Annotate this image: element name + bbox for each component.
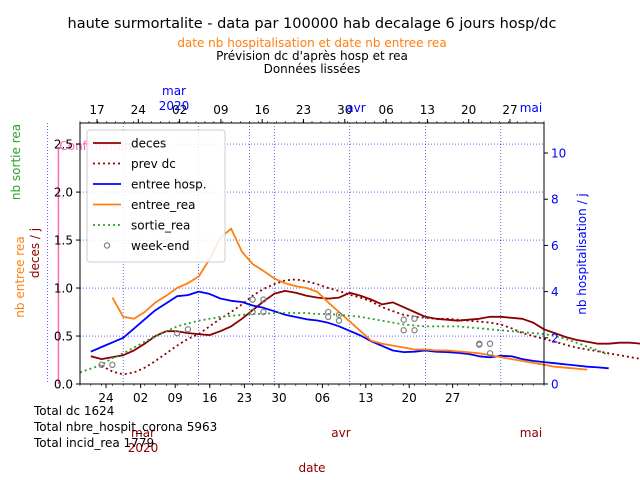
week-end-marker xyxy=(173,329,181,337)
top-tick-label: 27 xyxy=(502,103,517,117)
legend-box xyxy=(86,129,226,263)
bottom-tick-label: 23 xyxy=(237,391,252,405)
total-rea: Total incid_rea 1779 xyxy=(33,436,154,450)
week-end-marker xyxy=(249,296,256,303)
top-tick-label: 20 xyxy=(461,103,476,117)
y-label-entree-rea: nb entree rea xyxy=(13,236,27,317)
legend-label: prev dc xyxy=(131,157,176,171)
bottom-tick-label: 24 xyxy=(98,391,113,405)
week-end-marker xyxy=(411,315,418,322)
top-month-mar: mar xyxy=(162,84,186,98)
top-month-year: 2020 xyxy=(159,99,190,113)
top-tick-label: 24 xyxy=(131,103,146,117)
right-y-axis: 0 2 4 6 8 10 xyxy=(544,147,566,392)
bottom-tick-label: 16 xyxy=(202,391,217,405)
week-end-marker xyxy=(400,316,407,323)
grid xyxy=(47,123,544,384)
week-end-markers xyxy=(98,296,494,369)
bottom-tick-label: 27 xyxy=(445,391,460,405)
total-dc: Total dc 1624 xyxy=(33,404,114,418)
top-tick-label: 13 xyxy=(420,103,435,117)
chart-title: haute surmortalite - data par 100000 hab… xyxy=(68,16,557,32)
left-tick-label: 0.0 xyxy=(54,378,73,392)
series-sortie-rea xyxy=(79,312,610,374)
right-tick-label: 8 xyxy=(551,193,559,207)
top-tick-label: 09 xyxy=(213,103,228,117)
legend: deces prev dc entree hosp. entree_reasortie… xyxy=(86,129,226,263)
bottom-tick-label: 20 xyxy=(402,391,417,405)
right-tick-label: 4 xyxy=(551,285,559,299)
week-end-marker xyxy=(335,317,343,324)
series-layer xyxy=(79,227,640,376)
x-axis-label: date xyxy=(298,461,325,475)
bottom-tick-label: 13 xyxy=(358,391,373,405)
week-end-marker xyxy=(400,327,407,334)
bottom-month-mar: mar xyxy=(131,426,155,440)
top-tick-label: 02 xyxy=(172,103,187,117)
left-tick-label: 2.0 xyxy=(54,186,73,200)
legend-label: week-end xyxy=(131,239,189,253)
week-end-marker xyxy=(411,327,418,334)
bottom-tick-label: 02 xyxy=(133,391,148,405)
left-tick-label: 1.5 xyxy=(54,234,73,248)
week-end-marker xyxy=(260,308,267,316)
top-month-avr: avr xyxy=(346,101,365,115)
left-tick-label: 0.5 xyxy=(54,330,73,344)
legend-label: deces xyxy=(131,137,166,151)
top-tick-label: 06 xyxy=(378,103,393,117)
week-end-marker xyxy=(476,341,483,348)
bottom-month-mai: mai xyxy=(520,426,542,440)
week-end-marker xyxy=(260,296,267,303)
top-tick-label: 16 xyxy=(255,103,270,117)
chart-subtitle-prevision: Prévision dc d'après hosp et rea xyxy=(216,49,408,63)
top-tick-label: 23 xyxy=(296,103,311,117)
left-tick-label: 1.0 xyxy=(54,282,73,296)
y-label-hospitalisation: nb hospitalisation / j xyxy=(575,193,589,315)
y-label-sortie-rea: nb sortie rea xyxy=(9,124,23,200)
right-tick-label: 0 xyxy=(551,378,559,392)
y-label-deces: deces / j xyxy=(28,228,42,278)
week-end-marker xyxy=(98,361,105,369)
legend-label: entree_rea xyxy=(131,198,196,212)
right-tick-label: 6 xyxy=(551,239,559,253)
chart-subtitle-lissees: Données lissées xyxy=(264,62,361,76)
series-deces xyxy=(90,289,640,361)
legend-marker-week-end xyxy=(103,242,111,249)
legend-label: sortie_rea xyxy=(131,219,190,233)
left-tick-label: 2.5 xyxy=(54,138,73,152)
total-hospit: Total nbre_hospit_corona 5963 xyxy=(33,420,217,434)
week-end-marker xyxy=(486,350,494,357)
bottom-month-avr: avr xyxy=(331,426,350,440)
top-tick-label: 17 xyxy=(89,103,104,117)
top-tick-label: 30 xyxy=(337,103,352,117)
week-end-marker xyxy=(486,340,494,347)
series-entree-hosp xyxy=(90,290,609,370)
bottom-tick-label: 09 xyxy=(168,391,183,405)
top-month-mai: mai xyxy=(520,101,542,115)
week-end-marker xyxy=(109,361,116,369)
week-end-marker xyxy=(184,326,192,333)
right-tick-label: 2 xyxy=(551,331,559,345)
chart-subtitle-rea: date nb hospitalisation et date nb entre… xyxy=(177,36,446,50)
left-y-axis: 0.0 0.5 1.0 1.5 2.0 2.5 xyxy=(54,138,80,392)
series-prev-dc xyxy=(101,278,640,376)
week-end-marker xyxy=(324,313,332,321)
week-end-marker xyxy=(249,308,256,316)
bottom-tick-label: 06 xyxy=(315,391,330,405)
bottom-x-axis: 24 02 09 16 23 30 06 13 20 27 xyxy=(79,384,545,405)
series-entree-rea xyxy=(111,227,588,371)
right-tick-label: 10 xyxy=(551,147,566,161)
bottom-tick-label: 30 xyxy=(271,391,286,405)
bottom-month-year: 2020 xyxy=(128,441,159,455)
legend-label: entree hosp. xyxy=(131,178,207,192)
top-x-axis: 17 24 02 09 16 23 30 06 13 20 27 xyxy=(79,103,545,123)
